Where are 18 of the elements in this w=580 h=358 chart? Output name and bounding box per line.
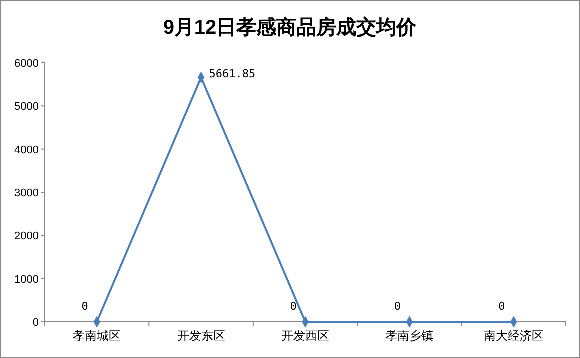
x-tick-label: 孝南乡镇 xyxy=(386,329,434,343)
data-label: 0 xyxy=(290,300,297,313)
data-label: 5661.85 xyxy=(209,68,256,81)
data-label: 0 xyxy=(394,300,402,313)
x-tick-label: 开发东区 xyxy=(177,329,226,343)
y-tick-label: 1000 xyxy=(14,274,39,286)
data-label: 0 xyxy=(498,300,506,313)
y-tick-label: 2000 xyxy=(14,230,39,243)
chart-title: 9月12日孝感商品房成交均价 xyxy=(163,16,418,39)
y-tick-label: 6000 xyxy=(14,58,39,70)
data-label: 0 xyxy=(82,300,88,313)
y-tick-label: 0 xyxy=(32,317,39,329)
x-tick-label: 孝南城区 xyxy=(73,329,122,343)
x-tick-label: 南大经济区 xyxy=(484,329,544,343)
y-tick-label: 5000 xyxy=(14,101,39,114)
x-tick-label: 开发西区 xyxy=(282,329,330,343)
y-tick-label: 3000 xyxy=(14,188,39,200)
y-tick-label: 4000 xyxy=(14,144,39,156)
